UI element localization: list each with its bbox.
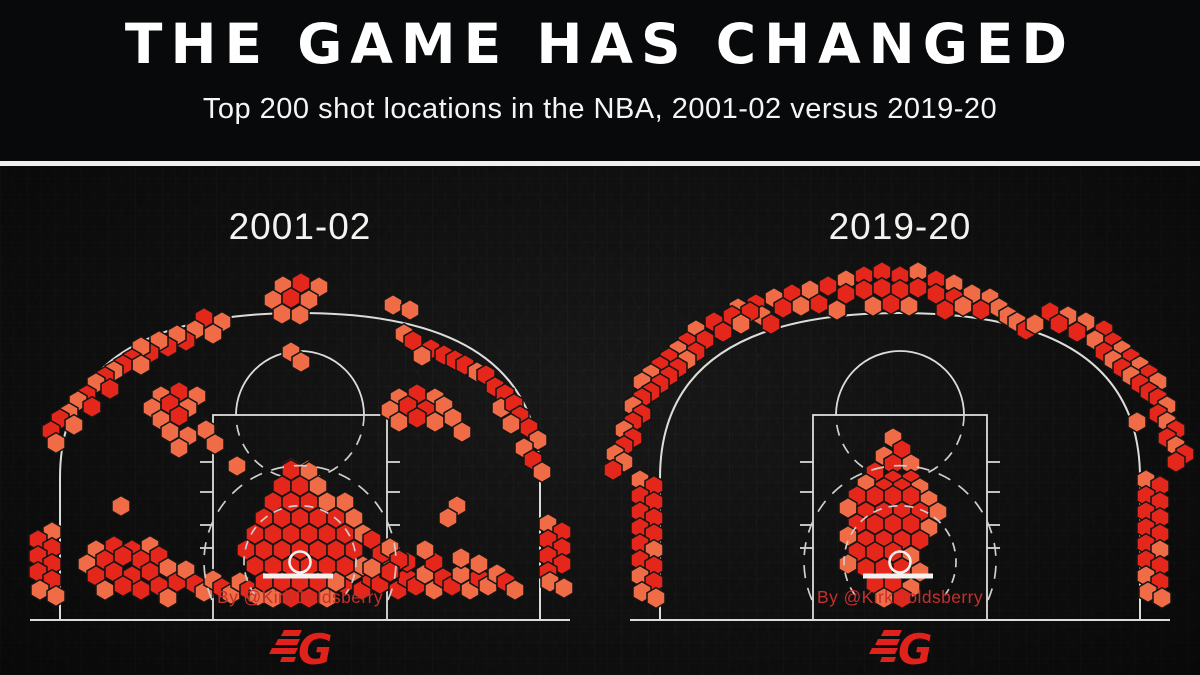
shot-hex — [773, 296, 793, 320]
shot-hex — [400, 298, 420, 322]
shot-hex — [761, 312, 781, 336]
shot-hex — [838, 552, 858, 576]
attribution-right: By @KirkGoldsberry — [817, 587, 983, 607]
shot-hex — [505, 578, 525, 602]
logo-left — [269, 625, 333, 674]
shot-hex — [809, 292, 829, 316]
shot-hex — [46, 431, 66, 455]
shot-hex — [452, 420, 472, 444]
attribution-left: By @KirkGoldsberry — [217, 587, 383, 607]
shot-hex — [131, 353, 151, 377]
shot-hex — [818, 274, 838, 298]
shot-hex — [227, 454, 247, 478]
court-area: G 2001-02 2019-20 By @KirkGoldsberry By … — [0, 166, 1200, 675]
shot-hex — [272, 302, 292, 326]
shot-hex — [1049, 312, 1069, 336]
shot-hex — [415, 538, 435, 562]
shot-hex — [317, 586, 337, 610]
shot-hex — [971, 298, 991, 322]
shot-hex — [731, 312, 751, 336]
shot-hex — [362, 556, 382, 580]
shot-hex — [953, 294, 973, 318]
shot-hex — [113, 574, 133, 598]
shot-hex — [554, 576, 574, 600]
shot-hex — [158, 586, 178, 610]
shot-hex — [791, 294, 811, 318]
shot-hex — [30, 578, 50, 602]
shot-hex — [169, 436, 189, 460]
shot-hex — [1127, 410, 1147, 434]
header-divider — [0, 161, 1200, 166]
shot-hex — [881, 292, 901, 316]
shot-hex — [827, 298, 847, 322]
shot-hex — [1067, 320, 1087, 344]
shot-hex — [713, 320, 733, 344]
shot-hex — [407, 406, 427, 430]
shot-hex — [290, 303, 310, 327]
page-subtitle: Top 200 shot locations in the NBA, 2001-… — [202, 93, 998, 125]
shot-chart-svg: G 2001-02 2019-20 By @KirkGoldsberry By … — [28, 206, 1195, 674]
shot-hex — [46, 584, 66, 608]
logo-right — [869, 625, 933, 674]
shot-hex — [425, 410, 445, 434]
shot-hex — [863, 294, 883, 318]
page-title: THE GAME HAS CHANGED — [124, 12, 1076, 76]
shot-hex — [389, 410, 409, 434]
shot-hex — [131, 578, 151, 602]
season-label-right: 2019-20 — [829, 206, 972, 247]
shot-hexes-2001-02 — [28, 271, 574, 610]
shot-hex — [412, 344, 432, 368]
shot-hex — [935, 298, 955, 322]
shot-hex — [646, 586, 666, 610]
shot-hex — [111, 494, 131, 518]
shot-hexes-2019-20 — [603, 260, 1195, 610]
shot-hex — [291, 350, 311, 374]
shot-hex — [82, 395, 102, 419]
shot-hex — [532, 460, 552, 484]
shot-hex — [64, 413, 84, 437]
shot-hex — [205, 432, 225, 456]
shot-hex — [1152, 586, 1172, 610]
shot-hex — [380, 560, 400, 584]
shot-hex — [383, 293, 403, 317]
header: THE GAME HAS CHANGED Top 200 shot locati… — [0, 0, 1200, 161]
shot-hex — [100, 377, 120, 401]
shot-hex — [95, 578, 115, 602]
shot-hex — [438, 506, 458, 530]
shot-hex — [908, 276, 928, 300]
shot-hex — [892, 586, 912, 610]
shot-hex — [899, 294, 919, 318]
shot-hex — [469, 552, 489, 576]
shot-hex — [501, 412, 521, 436]
shot-hex — [451, 546, 471, 570]
shot-hex — [1166, 450, 1186, 474]
shot-hex — [603, 458, 623, 482]
season-label-left: 2001-02 — [229, 206, 372, 247]
shot-hex — [203, 322, 223, 346]
